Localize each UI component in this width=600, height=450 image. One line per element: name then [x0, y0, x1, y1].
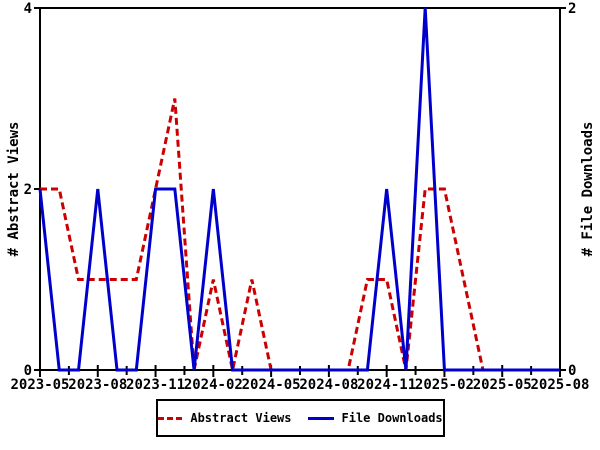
series-line-file-downloads	[38, 7, 560, 372]
plot-frame	[39, 7, 561, 371]
x-axis-tick-label: 2024-02	[184, 377, 243, 393]
legend-item-abstract-views: Abstract Views	[158, 411, 292, 425]
left-axis-tick-label: 0	[24, 363, 32, 379]
x-axis-tick-label: 2024-05	[242, 377, 301, 393]
x-axis-tick-label: 2023-11	[126, 377, 185, 393]
x-axis-tick-label: 2024-11	[357, 377, 416, 393]
right-axis-tick-label: 0	[568, 363, 576, 379]
series-line-abstract-views	[40, 98, 560, 372]
x-axis-tick-label: 2025-08	[530, 377, 589, 393]
solid-line-sample-icon	[307, 416, 334, 420]
x-axis-tick-label: 2024-08	[299, 377, 358, 393]
right-axis-title: # File Downloads	[580, 121, 596, 257]
legend-item-file-downloads: File Downloads	[307, 411, 443, 425]
left-axis-title: # Abstract Views	[6, 121, 22, 257]
legend-label-file-downloads: File Downloads	[341, 411, 443, 425]
legend-label-abstract-views: Abstract Views	[190, 411, 292, 425]
dashed-line-sample-icon	[158, 416, 183, 420]
right-axis-tick-label: 2	[568, 1, 576, 17]
legend-box: Abstract Views File Downloads	[156, 399, 445, 437]
x-axis-tick-label: 2023-05	[10, 377, 69, 393]
x-axis-tick-label: 2025-05	[473, 377, 532, 393]
left-axis-tick-label: 4	[24, 1, 32, 17]
left-axis-tick-label: 2	[24, 182, 32, 198]
x-axis-tick-label: 2025-02	[415, 377, 474, 393]
x-axis-tick-label: 2023-08	[68, 377, 127, 393]
